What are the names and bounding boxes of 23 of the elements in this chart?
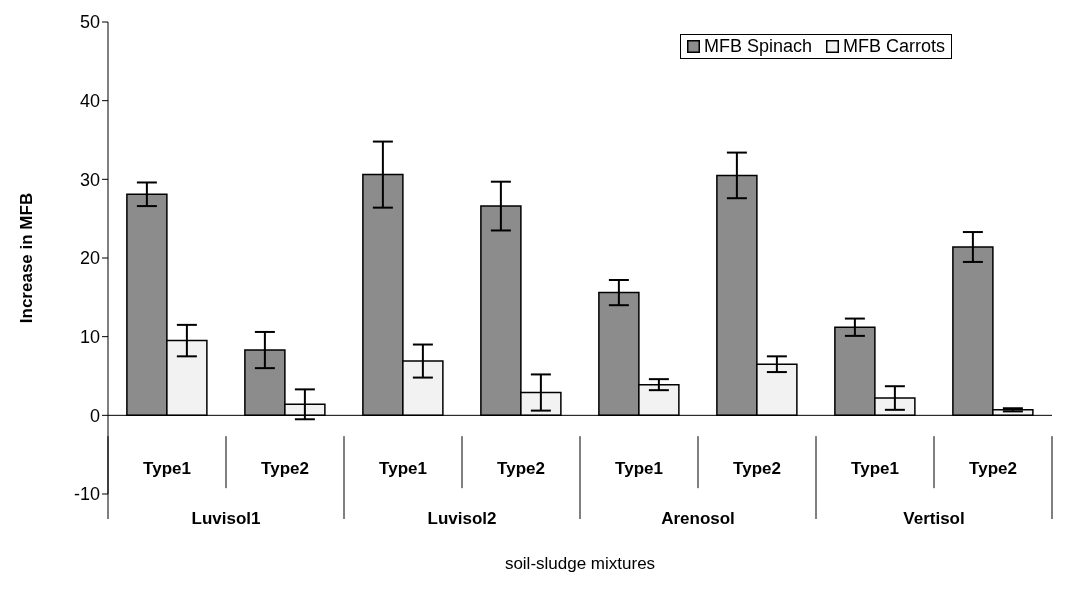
text: Vertisol — [903, 509, 965, 529]
y-tick-label: 20 — [79, 248, 100, 269]
text: Luvisol2 — [427, 509, 497, 529]
x-tick-label: Type1 — [851, 459, 899, 479]
y-tick-label: 40 — [79, 91, 100, 112]
y-tick-label: 50 — [79, 12, 100, 33]
y-tick-label: -10 — [73, 484, 100, 505]
legend-label: MFB Spinach — [703, 36, 812, 57]
text: Luvisol1 — [191, 509, 261, 529]
text: Arenosol — [661, 509, 735, 529]
legend-label: MFB Carrots — [842, 36, 945, 57]
y-axis-title: Increase in MFB — [17, 192, 37, 324]
x-tick-label: Type2 — [733, 459, 781, 479]
y-tick-label: 10 — [79, 327, 100, 348]
x-tick-label: Type1 — [143, 459, 191, 479]
x-tick-label: Type1 — [615, 459, 663, 479]
x-tick-label: Type2 — [497, 459, 545, 479]
x-axis-title: soil-sludge mixtures — [503, 554, 657, 574]
x-tick-label: Type1 — [379, 459, 427, 479]
y-tick-label: 0 — [89, 405, 100, 426]
x-tick-label: Type2 — [969, 459, 1017, 479]
y-tick-label: 30 — [79, 169, 100, 190]
x-tick-label: Type2 — [261, 459, 309, 479]
